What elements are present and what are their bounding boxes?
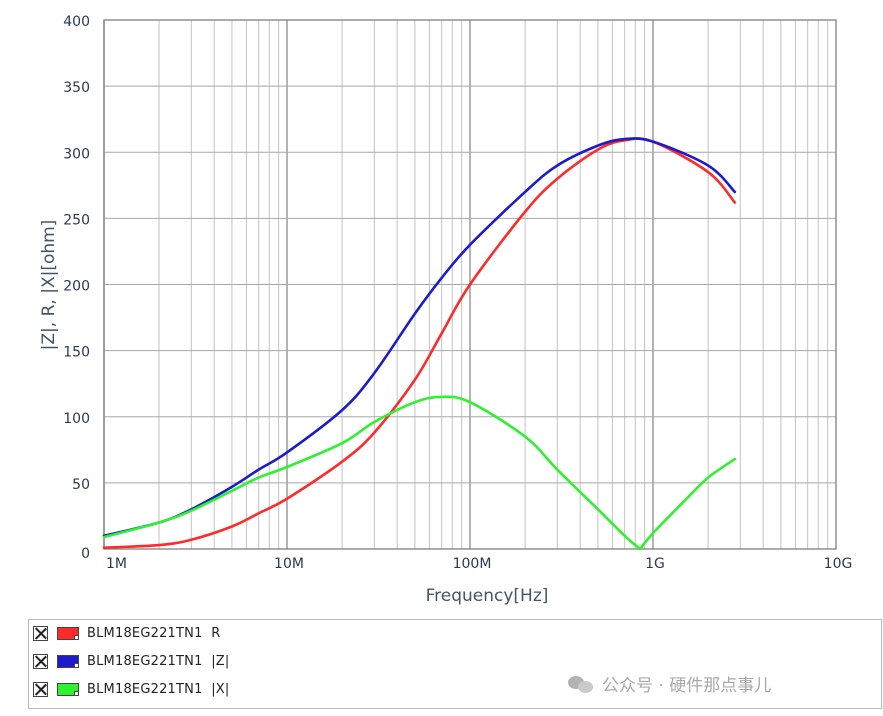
color-swatch-z[interactable] — [57, 654, 79, 668]
y-tick-label: 200 — [63, 279, 90, 295]
x-axis-title: Frequency[Hz] — [426, 586, 549, 606]
legend-item-r[interactable]: BLM18EG221TN1 R — [33, 622, 220, 644]
x-tick-label: 10G — [824, 556, 853, 572]
watermark: 公众号 · 硬件那点事儿 — [568, 671, 771, 696]
y-axis-title: |Z|, R, |X|[ohm] — [39, 220, 59, 351]
legend-checkbox-r[interactable] — [33, 625, 48, 641]
y-tick-label: 350 — [63, 80, 90, 96]
y-tick-label: 250 — [63, 212, 90, 228]
y-tick-label: 50 — [72, 477, 90, 493]
legend-item-z[interactable]: BLM18EG221TN1 |Z| — [33, 650, 230, 672]
x-tick-label: 1G — [645, 556, 665, 572]
legend-item-x[interactable]: BLM18EG221TN1 |X| — [33, 678, 230, 700]
series-line-r — [102, 137, 737, 549]
legend-panel: BLM18EG221TN1 R BLM18EG221TN1 |Z| BLM18E… — [28, 619, 882, 709]
x-tick-labels: 1M 10M 100M 1G 10G — [106, 556, 852, 572]
plot-frame — [103, 19, 837, 550]
series-line-z — [102, 137, 737, 538]
x-tick-label: 100M — [453, 556, 492, 572]
wechat-logo-icon — [568, 674, 594, 694]
legend-label-r: BLM18EG221TN1 R — [87, 625, 221, 641]
y-tick-label: 0 — [81, 546, 90, 562]
y-tick-labels: 0 50 100 150 200 250 300 350 400 — [63, 14, 90, 562]
series-layer — [102, 137, 737, 551]
y-tick-label: 400 — [63, 14, 90, 30]
series-line-x — [102, 395, 737, 551]
x-tick-label: 1M — [106, 556, 127, 572]
color-swatch-x[interactable] — [57, 682, 79, 696]
watermark-text: 公众号 · 硬件那点事儿 — [602, 676, 772, 696]
color-swatch-r[interactable] — [57, 626, 79, 640]
y-tick-label: 300 — [63, 146, 90, 162]
legend-checkbox-z[interactable] — [33, 653, 48, 669]
plot-border — [103, 19, 837, 550]
y-tick-label: 150 — [63, 345, 90, 361]
legend-label-z: BLM18EG221TN1 |Z| — [87, 653, 230, 669]
x-tick-label: 10M — [274, 556, 304, 572]
impedance-chart: 1M 10M 100M 1G 10G 050100150200250300350400 … — [39, 14, 852, 606]
y-tick-label: 100 — [63, 411, 90, 427]
legend-checkbox-x[interactable] — [33, 681, 48, 697]
legend-label-x: BLM18EG221TN1 |X| — [87, 681, 230, 697]
